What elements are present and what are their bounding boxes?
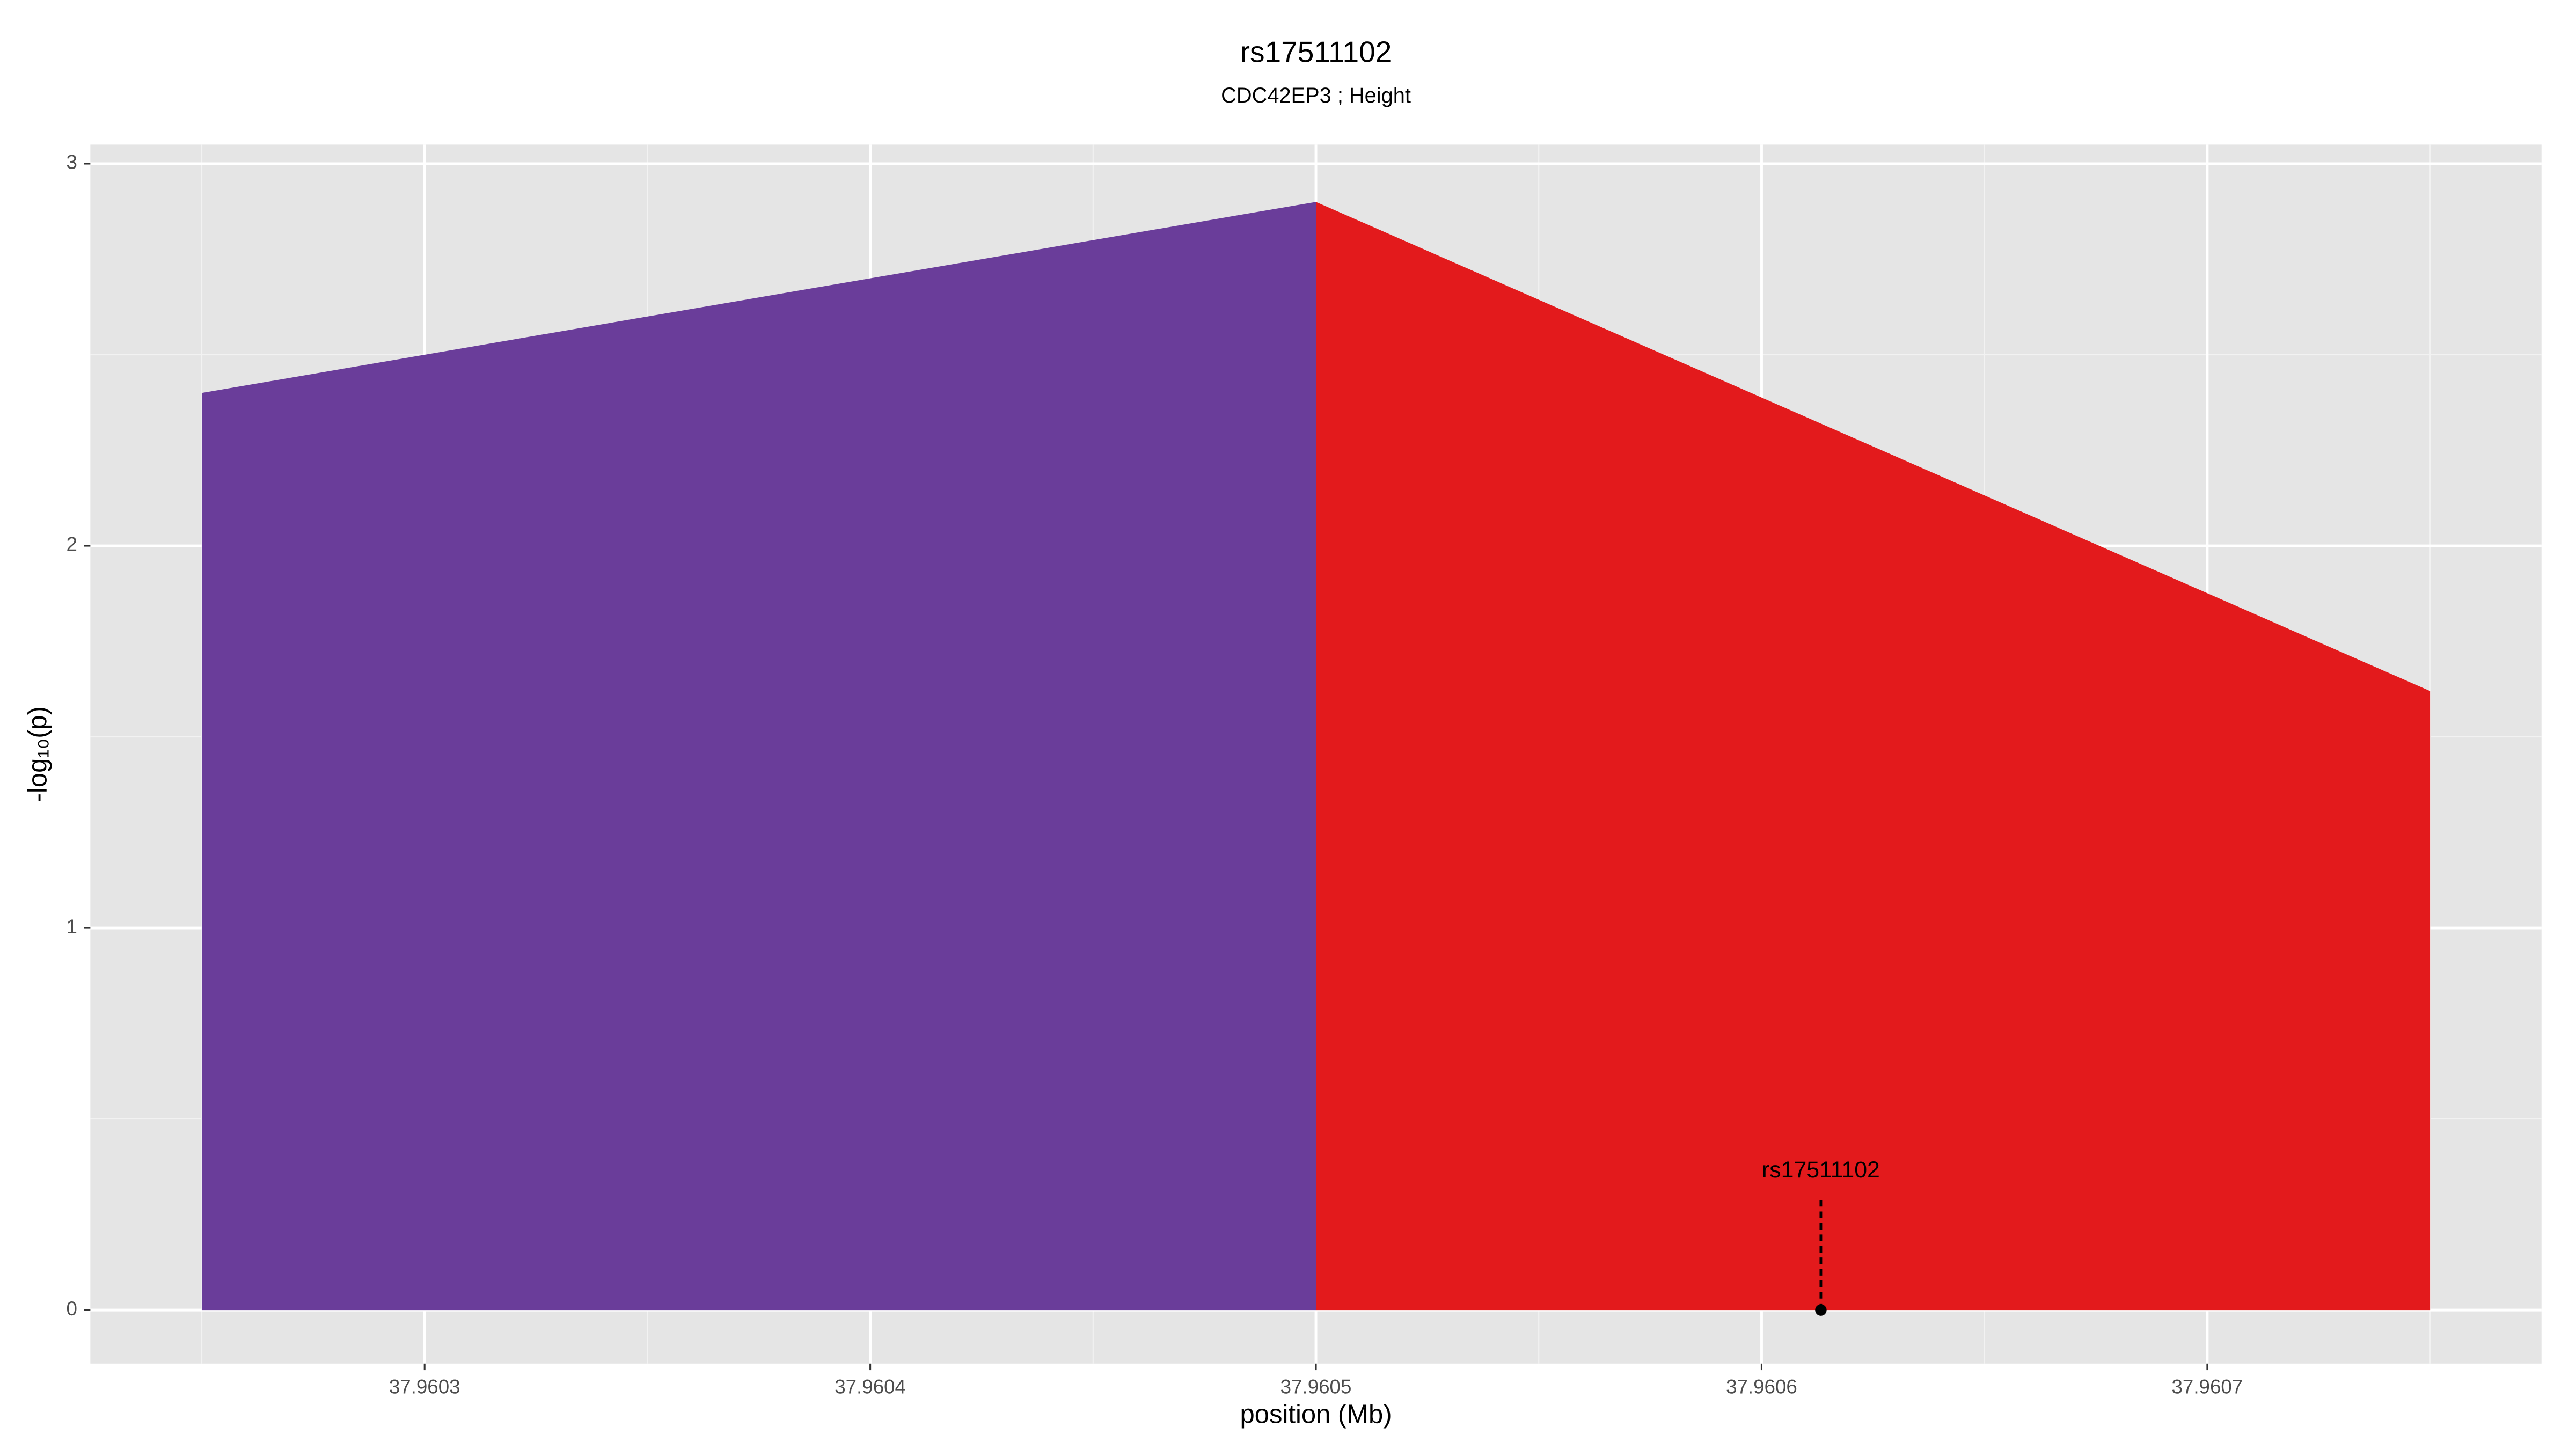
chart-subtitle: CDC42EP3 ; Height — [1221, 84, 1411, 107]
area — [201, 202, 1316, 1311]
x-tick-label: 37.9603 — [389, 1375, 460, 1397]
x-tick-label: 37.9604 — [835, 1375, 906, 1397]
y-tick-label: 2 — [66, 533, 77, 555]
annotation-label: rs17511102 — [1762, 1157, 1880, 1183]
y-tick-label: 1 — [66, 916, 77, 938]
x-axis-label: position (Mb) — [1240, 1400, 1392, 1429]
chart-title: rs17511102 — [1240, 35, 1392, 69]
y-tick-label: 3 — [66, 151, 77, 173]
y-axis-label: -log₁₀(p) — [23, 706, 52, 802]
x-tick-label: 37.9606 — [1726, 1375, 1797, 1397]
area — [1316, 202, 2431, 1311]
x-tick-label: 37.9605 — [1280, 1375, 1352, 1397]
x-tick-label: 37.9607 — [2172, 1375, 2243, 1397]
annotation-point — [1815, 1304, 1827, 1316]
y-tick-label: 0 — [66, 1298, 77, 1320]
